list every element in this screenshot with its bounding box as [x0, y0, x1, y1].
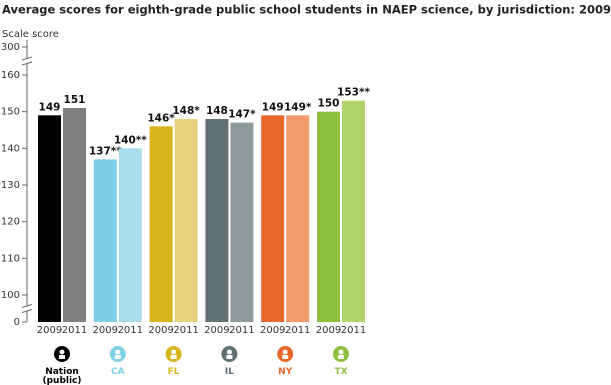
category-icon-mark	[59, 355, 65, 359]
bar	[317, 111, 340, 323]
year-label: 2009	[148, 325, 173, 336]
value-label: 147*	[228, 109, 256, 121]
bar	[286, 115, 310, 322]
value-label: 146*	[147, 112, 175, 124]
value-label: 149	[262, 101, 284, 113]
year-label: 2009	[204, 325, 229, 336]
year-label: 2011	[118, 325, 143, 336]
axis-break	[21, 56, 33, 61]
category-label: NY	[278, 367, 293, 377]
category-icon-mark	[226, 355, 233, 359]
category-label: FL	[167, 367, 180, 377]
y-axis-label: Scale score	[2, 29, 59, 40]
category-icon-mark	[226, 349, 232, 355]
category-icon-mark	[338, 349, 344, 355]
category-icon-mark	[171, 349, 177, 355]
y-tick-label: 130	[1, 180, 20, 191]
year-label: 2009	[37, 325, 62, 336]
bar	[261, 115, 285, 322]
chart-title: Average scores for eighth-grade public s…	[2, 3, 611, 17]
y-tick-label: 110	[1, 253, 20, 264]
category-label: Nation (public)	[42, 367, 82, 385]
axis-break	[21, 309, 33, 313]
axis-break	[22, 58, 32, 64]
y-tick-label: 160	[1, 70, 20, 81]
axis-break	[22, 305, 32, 312]
value-label: 137**	[89, 145, 122, 157]
bar	[63, 108, 86, 322]
year-label: 2009	[260, 325, 285, 336]
bar	[118, 148, 142, 322]
value-label: 150	[318, 98, 340, 110]
category-label: CA	[111, 367, 125, 377]
y-tick-label: 0	[14, 317, 20, 328]
bar	[342, 100, 365, 323]
year-label: 2011	[173, 325, 198, 336]
year-label: 2011	[285, 325, 310, 336]
value-label: 140**	[114, 134, 147, 146]
value-label: 148	[206, 105, 228, 117]
axis-break	[21, 61, 33, 66]
bar	[205, 119, 229, 322]
bar	[230, 122, 254, 323]
y-tick-label: 300	[1, 42, 20, 53]
year-label: 2009	[316, 325, 341, 336]
category-icon-mark	[115, 349, 121, 355]
category-icon-mark	[114, 355, 121, 359]
bar	[174, 119, 198, 322]
category-label: TX	[334, 367, 348, 377]
category-icon-mark	[338, 355, 344, 359]
value-label: 151	[64, 94, 86, 106]
year-label: 2011	[62, 325, 87, 336]
axis-break	[21, 304, 33, 308]
category-icon-mark	[59, 349, 65, 355]
value-label: 148*	[172, 105, 200, 117]
year-label: 2009	[93, 325, 118, 336]
y-tick-label: 150	[1, 107, 20, 118]
y-tick-label: 100	[1, 290, 20, 301]
y-tick-label: 140	[1, 143, 20, 154]
category-icon-mark	[282, 349, 288, 355]
category-icon-mark	[170, 355, 177, 359]
bar	[149, 126, 173, 322]
bar	[93, 159, 117, 322]
bar	[38, 115, 61, 322]
category-label: IL	[224, 367, 234, 377]
value-label: 149*	[284, 101, 312, 113]
value-label: 149	[39, 101, 61, 113]
year-label: 2011	[341, 325, 366, 336]
value-label: 153**	[337, 87, 370, 99]
y-tick-label: 120	[1, 217, 20, 228]
year-label: 2011	[229, 325, 254, 336]
category-icon-mark	[282, 355, 289, 359]
